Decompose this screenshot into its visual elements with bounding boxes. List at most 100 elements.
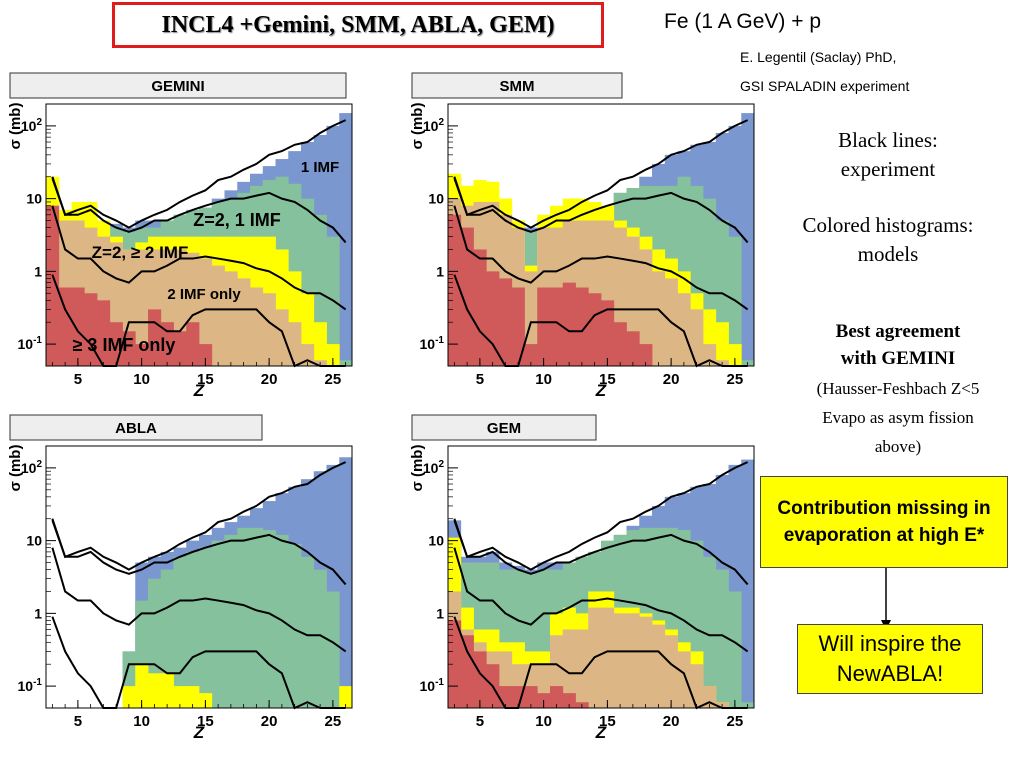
experiment-line: [51, 461, 347, 571]
chart-annotation: Z=2, 1 IMF: [193, 210, 281, 230]
histogram-bar-tan: [275, 309, 289, 366]
y-axis-label: σ (mb): [8, 445, 24, 492]
y-tick-label: 10: [26, 533, 42, 549]
x-tick-label: 25: [727, 371, 744, 388]
x-tick-label: 10: [133, 713, 150, 730]
histogram-group: [448, 113, 755, 367]
histogram-bar-red: [160, 322, 174, 366]
experiment-line: [51, 274, 346, 368]
title-box: INCL4 +Gemini, SMM, ABLA, GEM): [112, 2, 604, 48]
x-tick-label: 5: [74, 371, 82, 388]
histogram-bar-tan: [135, 249, 149, 366]
histogram-bar-tan: [664, 635, 678, 708]
histogram-bar-red: [473, 249, 487, 366]
x-tick-label: 20: [663, 713, 680, 730]
note-best-detail-3: above): [874, 437, 922, 456]
histogram-bar-tan: [524, 271, 538, 366]
experiment-line: [453, 616, 748, 710]
y-tick-label: 10-1: [18, 335, 43, 352]
histogram-bar-red: [537, 287, 551, 366]
x-tick-label: 25: [325, 371, 342, 388]
histogram-bar-yellow: [728, 344, 742, 366]
histogram-bar-green: [728, 591, 742, 708]
plot-frame: [447, 445, 755, 709]
histogram-bar-green: [224, 534, 238, 708]
histogram-bar-red: [601, 300, 615, 366]
histogram-bar-red: [71, 287, 85, 366]
histogram-bar-green: [237, 527, 251, 708]
experiment-line: [51, 178, 347, 244]
histogram-bar-tan: [301, 344, 315, 366]
histogram-bar-red: [562, 282, 576, 366]
x-axis-label: Z: [595, 381, 607, 400]
experiment-line: [51, 547, 347, 653]
histogram-bar-red: [199, 344, 213, 366]
chart-header-title: GEM: [487, 420, 521, 437]
histogram-bar-yellow: [326, 344, 340, 366]
histogram-bar-yellow: [173, 686, 187, 708]
experiment-line: [453, 274, 748, 368]
experiment-line: [51, 520, 347, 586]
experiment-line: [453, 205, 749, 311]
histogram-bar-tan: [224, 271, 238, 366]
histogram-bar-green: [262, 530, 276, 708]
histogram-bar-yellow: [313, 322, 327, 366]
x-tick-label: 15: [197, 371, 214, 388]
y-axis-label: σ (mb): [8, 103, 24, 150]
x-tick-label: 10: [133, 371, 150, 388]
plot-frame: [45, 103, 353, 367]
histogram-bar-yellow: [122, 686, 136, 708]
histogram-bar-tan: [626, 613, 640, 708]
histogram-bar-tan: [703, 344, 717, 366]
histogram-bar-tan: [677, 651, 691, 708]
callout-newabla-text: Will inspire the NewABLA!: [818, 631, 962, 686]
histogram-group: [448, 459, 755, 708]
histogram-bar-red: [84, 293, 98, 366]
histogram-bar-red: [626, 331, 640, 366]
y-tick-label: 1: [34, 605, 42, 621]
histogram-bar-tan: [639, 616, 653, 708]
histogram-bar-green: [313, 569, 327, 708]
x-axis-label: Z: [193, 381, 205, 400]
histogram-bar-red: [550, 287, 564, 366]
histogram-bar-red: [575, 287, 589, 366]
histogram-bar-tan: [703, 686, 717, 708]
x-tick-label: 20: [261, 371, 278, 388]
histogram-bar-tan: [211, 265, 225, 366]
histogram-bar-red: [173, 331, 187, 366]
experiment-line: [453, 520, 749, 586]
note-colored: Colored histograms: models: [770, 211, 1006, 269]
experiment-line: [453, 461, 749, 571]
histogram-bar-red: [186, 322, 200, 366]
note-colored-2: models: [857, 242, 919, 266]
histogram-bar-blue: [741, 113, 755, 367]
x-tick-label: 5: [476, 713, 484, 730]
histogram-bar-red: [460, 635, 474, 708]
histogram-bar-red: [524, 686, 538, 708]
histogram-bar-red: [613, 322, 627, 366]
histogram-bar-tan: [288, 322, 302, 366]
histogram-bar-green: [199, 547, 213, 708]
histogram-bar-red: [473, 651, 487, 708]
y-tick-label: 1: [436, 263, 444, 279]
histogram-bar-yellow: [148, 673, 162, 708]
histogram-bar-green: [703, 556, 717, 708]
callout-missing: Contribution missing in evaporation at h…: [760, 476, 1008, 568]
x-axis-label: Z: [193, 723, 205, 742]
histogram-bar-green: [173, 556, 187, 708]
credit-line-1: E. Legentil (Saclay) PhD,: [740, 49, 897, 65]
histogram-bar-tan: [262, 293, 276, 366]
y-tick-label: 10-1: [420, 335, 445, 352]
experiment-line: [51, 616, 346, 710]
histogram-bar-tan: [652, 624, 666, 708]
histogram-bar-blue: [339, 457, 353, 708]
y-axis-label: σ (mb): [410, 103, 426, 150]
callout-missing-text: Contribution missing in evaporation at h…: [777, 498, 991, 546]
histogram-bar-red: [511, 287, 525, 366]
histogram-bar-tan: [613, 613, 627, 708]
histogram-bar-red: [448, 214, 462, 366]
histogram-bar-green: [250, 527, 264, 708]
